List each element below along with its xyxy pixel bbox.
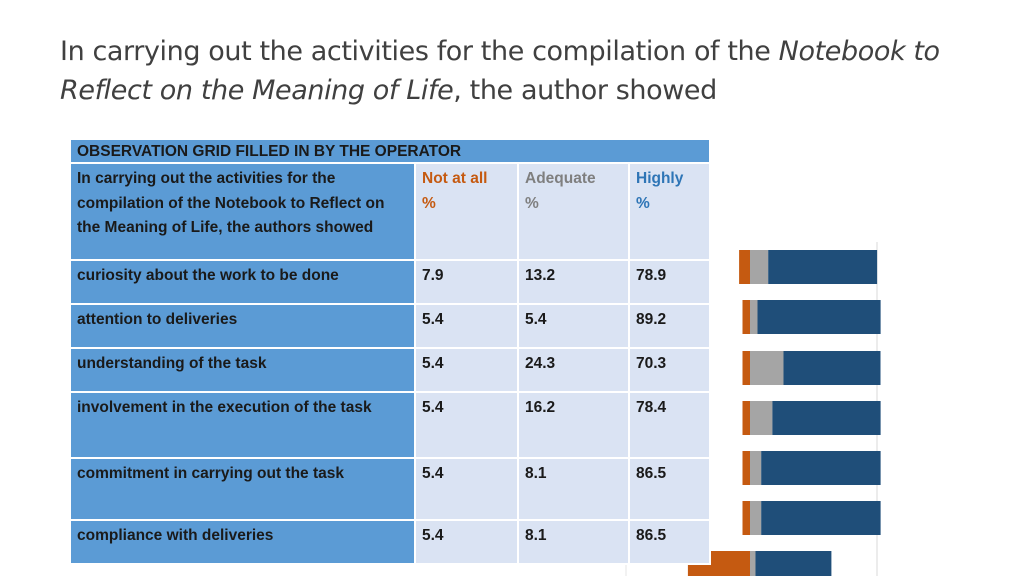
bar-not-at-all — [742, 300, 750, 334]
cell-not-at-all: 5.4 — [414, 347, 519, 393]
col-name: Highly — [636, 170, 684, 187]
bar-adequate — [750, 451, 762, 485]
table-row: understanding of the task 5.4 24.3 70.3 — [69, 347, 712, 393]
title-italic: Notebook to Reflect on the Meaning of Li… — [60, 36, 940, 106]
cell-highly: 86.5 — [627, 457, 712, 521]
cell-highly: 78.9 — [627, 259, 712, 305]
bar-highly — [783, 351, 881, 385]
cell-not-at-all: 7.9 — [414, 259, 519, 305]
row-label: curiosity about the work to be done — [69, 259, 416, 305]
bar-highly — [761, 451, 881, 485]
table-row: curiosity about the work to be done 7.9 … — [69, 259, 712, 305]
table-header-row: In carrying out the activities for the c… — [69, 162, 712, 261]
bar-adequate — [750, 351, 784, 385]
table-row: involvement in the execution of the task… — [69, 391, 712, 459]
cell-adequate: 8.1 — [517, 457, 630, 521]
bar-not-at-all — [742, 501, 750, 535]
cell-highly: 78.4 — [627, 391, 712, 459]
bar-highly — [768, 250, 878, 284]
observation-table: OBSERVATION GRID FILLED IN BY THE OPERAT… — [68, 138, 712, 565]
bar-not-at-all — [742, 351, 750, 385]
bar-adequate — [750, 250, 769, 284]
cell-not-at-all: 5.4 — [414, 457, 519, 521]
col-header-adequate: Adequate% — [517, 162, 630, 261]
col-unit: % — [422, 194, 436, 212]
bar-highly — [755, 551, 832, 576]
row-header: In carrying out the activities for the c… — [69, 162, 416, 261]
table-caption-row: OBSERVATION GRID FILLED IN BY THE OPERAT… — [68, 138, 712, 164]
cell-adequate: 8.1 — [517, 519, 630, 565]
cell-highly: 89.2 — [627, 303, 712, 349]
observation-grid: OBSERVATION GRID FILLED IN BY THE OPERAT… — [68, 138, 712, 567]
bar-adequate — [750, 551, 756, 576]
cell-highly: 86.5 — [627, 519, 712, 565]
table-row: commitment in carrying out the task 5.4 … — [69, 457, 712, 521]
chart-bars — [687, 250, 881, 576]
bar-highly — [772, 401, 881, 435]
col-name: Adequate — [525, 170, 596, 187]
row-label: compliance with deliveries — [69, 519, 416, 565]
bar-not-at-all — [742, 401, 750, 435]
table-caption: OBSERVATION GRID FILLED IN BY THE OPERAT… — [68, 138, 712, 164]
bar-adequate — [750, 300, 758, 334]
cell-adequate: 16.2 — [517, 391, 630, 459]
cell-adequate: 24.3 — [517, 347, 630, 393]
cell-not-at-all: 5.4 — [414, 519, 519, 565]
bar-not-at-all — [739, 250, 750, 284]
bar-highly — [761, 501, 881, 535]
col-unit: % — [525, 194, 539, 212]
cell-not-at-all: 5.4 — [414, 303, 519, 349]
bar-adequate — [750, 501, 762, 535]
row-label: commitment in carrying out the task — [69, 457, 416, 521]
page-title: In carrying out the activities for the c… — [60, 32, 980, 110]
col-header-not-at-all: Not at all% — [414, 162, 519, 261]
cell-adequate: 5.4 — [517, 303, 630, 349]
row-label: understanding of the task — [69, 347, 416, 393]
col-header-highly: Highly% — [627, 162, 712, 261]
row-label: attention to deliveries — [69, 303, 416, 349]
cell-not-at-all: 5.4 — [414, 391, 519, 459]
col-unit: % — [636, 194, 650, 212]
title-suffix: , the author showed — [453, 75, 717, 106]
cell-adequate: 13.2 — [517, 259, 630, 305]
col-name: Not at all — [422, 170, 488, 187]
title-prefix: In carrying out the activities for the c… — [60, 36, 779, 67]
cell-highly: 70.3 — [627, 347, 712, 393]
table-row: compliance with deliveries 5.4 8.1 86.5 — [69, 519, 712, 565]
bar-highly — [757, 300, 881, 334]
row-label: involvement in the execution of the task — [69, 391, 416, 459]
bar-adequate — [750, 401, 773, 435]
bar-not-at-all — [742, 451, 750, 485]
table-row: attention to deliveries 5.4 5.4 89.2 — [69, 303, 712, 349]
